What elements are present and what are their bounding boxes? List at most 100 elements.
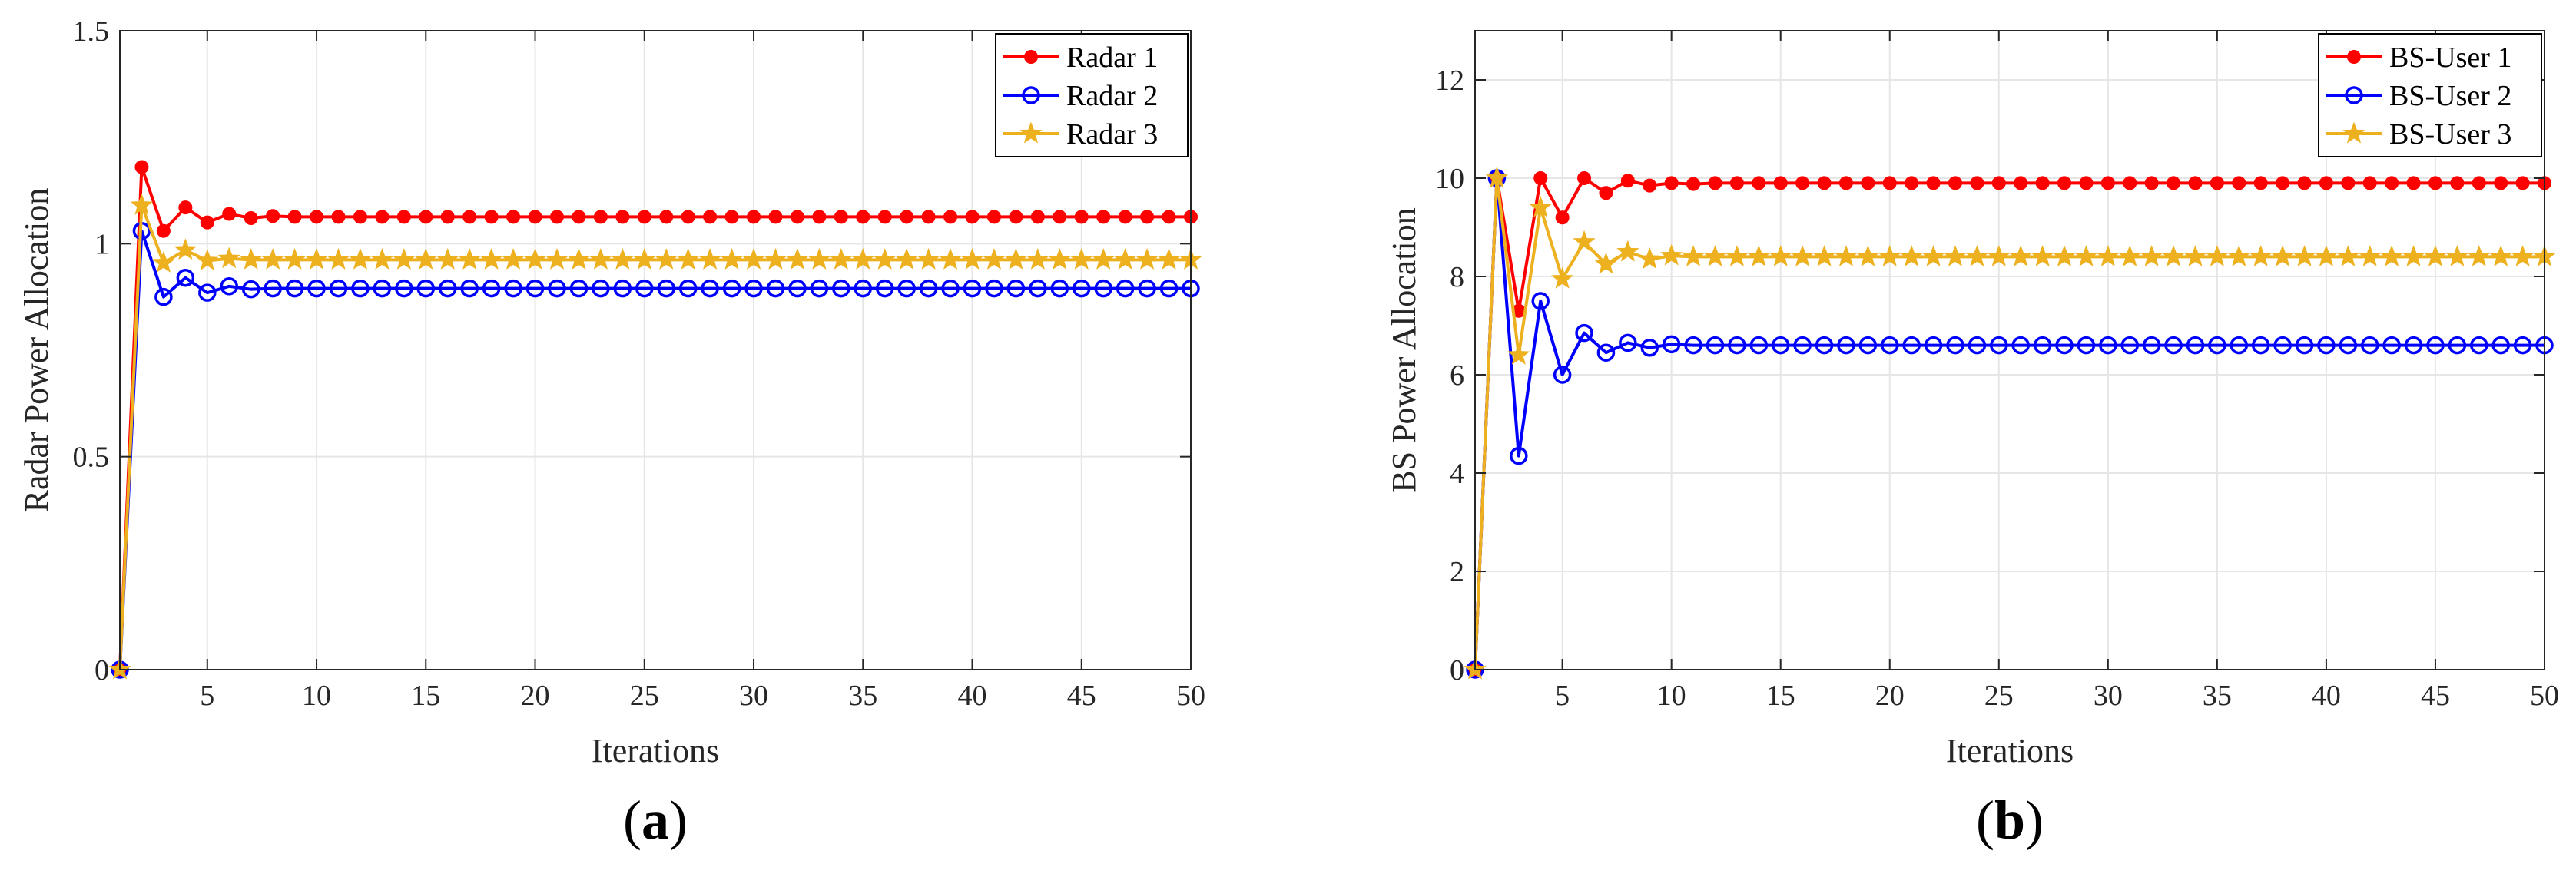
data-point bbox=[1577, 171, 1592, 185]
series-bs-user-1 bbox=[1468, 171, 2551, 677]
data-point bbox=[174, 238, 197, 260]
data-point bbox=[2033, 336, 2052, 355]
data-point bbox=[1048, 247, 1071, 270]
data-point bbox=[2513, 336, 2532, 355]
data-point bbox=[1030, 210, 1045, 224]
data-point bbox=[1948, 176, 1962, 190]
data-point bbox=[2144, 176, 2159, 190]
axes-box bbox=[1474, 30, 2545, 670]
data-point bbox=[2445, 244, 2469, 266]
data-point bbox=[353, 210, 367, 224]
data-point bbox=[240, 247, 263, 270]
data-point bbox=[196, 249, 219, 271]
legend-marker bbox=[2342, 121, 2365, 144]
data-point bbox=[2359, 244, 2382, 266]
data-point bbox=[943, 210, 958, 224]
data-point bbox=[965, 210, 980, 224]
data-point bbox=[960, 247, 984, 270]
data-point bbox=[1074, 210, 1089, 224]
data-point bbox=[812, 210, 827, 224]
data-point bbox=[2097, 244, 2120, 266]
data-point bbox=[2186, 336, 2205, 355]
data-point bbox=[419, 210, 433, 224]
data-point bbox=[2319, 176, 2333, 190]
data-point bbox=[1900, 244, 1923, 266]
legend-label: BS-User 1 bbox=[2389, 41, 2511, 74]
data-point bbox=[655, 247, 678, 270]
data-point bbox=[375, 210, 390, 224]
data-point bbox=[2031, 244, 2054, 266]
data-point bbox=[698, 247, 721, 270]
data-point bbox=[572, 210, 586, 224]
data-point bbox=[2011, 336, 2030, 355]
data-point bbox=[1638, 247, 1661, 270]
data-point bbox=[1726, 244, 1749, 266]
data-point bbox=[2035, 176, 2050, 190]
y-tick-label: 1 bbox=[94, 228, 109, 260]
data-point bbox=[917, 247, 940, 270]
data-point bbox=[1507, 343, 1530, 365]
x-tick-label: 30 bbox=[2094, 680, 2123, 712]
data-point bbox=[460, 279, 479, 298]
data-point bbox=[393, 247, 416, 270]
y-tick-label: 4 bbox=[1450, 458, 1464, 490]
data-point bbox=[1752, 176, 1766, 190]
data-point bbox=[1769, 244, 1792, 266]
data-point bbox=[1006, 279, 1026, 298]
data-point bbox=[1991, 176, 2006, 190]
data-point bbox=[2099, 336, 2117, 355]
data-point bbox=[1791, 244, 1814, 266]
x-tick-label: 10 bbox=[1657, 680, 1686, 712]
y-tick-label: 8 bbox=[1450, 261, 1464, 293]
data-point bbox=[198, 283, 217, 302]
data-point bbox=[222, 207, 237, 221]
data-point bbox=[1838, 176, 1853, 190]
data-point bbox=[220, 277, 238, 296]
data-point bbox=[264, 279, 282, 298]
data-point bbox=[1728, 336, 1746, 355]
data-point bbox=[1070, 247, 1093, 270]
data-point bbox=[2406, 176, 2421, 190]
data-point bbox=[2489, 244, 2512, 266]
y-tick-label: 2 bbox=[1450, 556, 1464, 588]
data-point bbox=[1135, 247, 1159, 270]
data-point bbox=[2253, 176, 2268, 190]
data-point bbox=[724, 210, 739, 224]
data-point bbox=[593, 210, 608, 224]
data-point bbox=[2273, 336, 2292, 355]
series-bs-user-2 bbox=[1466, 169, 2554, 679]
data-point bbox=[637, 210, 651, 224]
data-point bbox=[1573, 230, 1596, 252]
data-point bbox=[1026, 247, 1049, 270]
legend: BS-User 1 BS-User 2 BS-User 3 bbox=[2318, 33, 2542, 157]
x-tick-label: 25 bbox=[1984, 680, 2014, 712]
panel-label: (b) bbox=[1976, 789, 2044, 851]
legend-marker bbox=[2347, 50, 2361, 64]
data-point bbox=[2295, 336, 2314, 355]
data-point bbox=[351, 279, 370, 298]
data-point bbox=[1988, 244, 2011, 266]
data-point bbox=[2164, 336, 2183, 355]
y-tick-label: 0 bbox=[1450, 654, 1464, 687]
data-point bbox=[834, 210, 848, 224]
data-point bbox=[438, 279, 457, 298]
data-point bbox=[1882, 176, 1897, 190]
data-point bbox=[2014, 176, 2028, 190]
legend-label: Radar 2 bbox=[1066, 80, 1158, 112]
data-point bbox=[1817, 176, 1832, 190]
x-tick-label: 10 bbox=[302, 680, 331, 712]
series-line bbox=[1474, 177, 2545, 670]
data-point bbox=[786, 247, 809, 270]
data-point bbox=[1812, 244, 1836, 266]
data-point bbox=[545, 247, 569, 270]
legend-label: BS-User 3 bbox=[2389, 118, 2511, 151]
data-point bbox=[1968, 336, 1987, 355]
data-point bbox=[830, 247, 853, 270]
data-point bbox=[349, 247, 372, 270]
data-point bbox=[2077, 336, 2096, 355]
data-point bbox=[1616, 240, 1639, 262]
data-point bbox=[742, 247, 765, 270]
x-tick-label: 30 bbox=[739, 680, 768, 712]
data-point bbox=[2118, 244, 2141, 266]
legend-marker bbox=[2345, 86, 2363, 104]
